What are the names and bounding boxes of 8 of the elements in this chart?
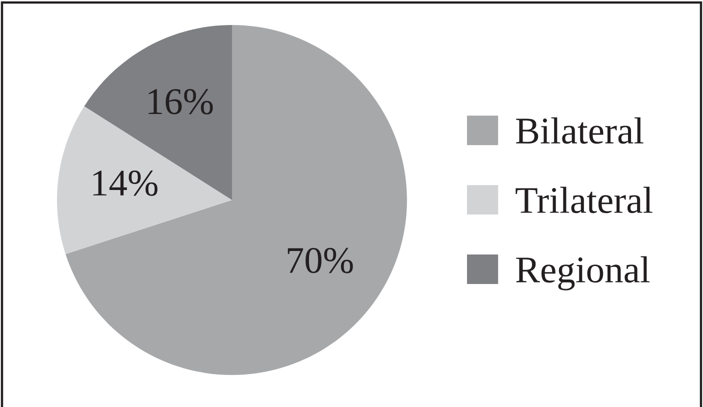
data-label: 16% bbox=[148, 89, 213, 114]
legend-label: Regional bbox=[516, 256, 650, 290]
pie-slice bbox=[66, 25, 407, 375]
data-label: 14% bbox=[93, 170, 158, 196]
pie-slice bbox=[84, 25, 232, 200]
legend-label: Bilateral bbox=[516, 117, 644, 144]
legend-label: Trilateral bbox=[516, 186, 652, 214]
data-label: 70% bbox=[288, 248, 353, 274]
